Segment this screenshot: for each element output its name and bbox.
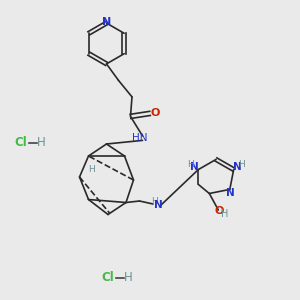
Text: H: H bbox=[37, 136, 46, 149]
Text: N: N bbox=[190, 162, 199, 172]
Text: N: N bbox=[102, 16, 111, 27]
Text: N: N bbox=[154, 200, 163, 210]
Text: O: O bbox=[215, 206, 224, 216]
Text: H: H bbox=[221, 209, 229, 220]
Text: Cl: Cl bbox=[102, 271, 114, 284]
Text: H: H bbox=[151, 196, 158, 206]
Text: Cl: Cl bbox=[15, 136, 27, 149]
Text: O: O bbox=[150, 108, 160, 118]
Text: H: H bbox=[238, 160, 245, 169]
Text: HN: HN bbox=[132, 133, 148, 143]
Text: N: N bbox=[233, 162, 242, 172]
Text: N: N bbox=[226, 188, 235, 198]
Text: H: H bbox=[88, 165, 95, 174]
Text: H: H bbox=[124, 271, 133, 284]
Text: H: H bbox=[188, 160, 194, 169]
